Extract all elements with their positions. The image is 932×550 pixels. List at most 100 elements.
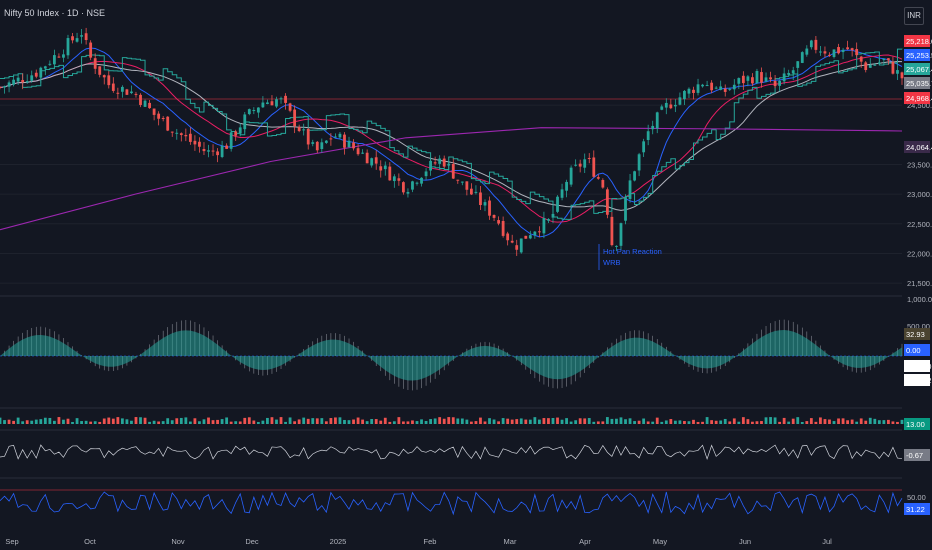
candle-body: [170, 131, 174, 133]
volume-bar: [506, 418, 510, 424]
currency-button[interactable]: INR: [904, 7, 924, 25]
volume-bar: [21, 421, 25, 424]
time-tick-label: 2025: [330, 537, 347, 546]
volume-bar: [592, 421, 596, 424]
volume-bar: [705, 417, 709, 424]
volume-bar: [741, 417, 745, 424]
candle-body: [610, 216, 614, 246]
candle-body: [420, 177, 423, 184]
candle-body: [619, 223, 623, 246]
candle-body: [800, 52, 804, 63]
price-tag-label: 25,067.45: [906, 65, 932, 74]
volume-bar: [247, 417, 251, 424]
candle-body: [139, 94, 142, 105]
candle-body: [338, 133, 342, 138]
volume-bar: [877, 420, 881, 424]
volume-bar: [787, 421, 791, 424]
volume-bar: [605, 417, 609, 424]
volume-bar: [547, 418, 550, 424]
volume-bar: [429, 419, 433, 424]
candle-body: [424, 171, 428, 177]
volume-bar: [420, 419, 423, 424]
oscillator-tag: [904, 449, 930, 461]
volume-bar: [25, 420, 29, 424]
volume-bar: [710, 420, 714, 424]
volume-bar: [868, 417, 872, 424]
candle-body: [456, 179, 460, 181]
candle-body: [25, 81, 29, 83]
rsi-tick-label: 50.00: [907, 493, 926, 502]
candle-body: [873, 64, 877, 66]
candle-body: [782, 73, 786, 82]
candle-body: [116, 92, 120, 94]
candle-body: [809, 40, 813, 48]
volume-bar: [456, 418, 460, 424]
volume-bar: [438, 417, 442, 424]
volume-bar: [261, 420, 265, 424]
time-tick-label: Sep: [5, 537, 18, 546]
time-axis: Sep Oct Nov Dec 2025 Feb Mar Apr May Jun Jul: [5, 537, 832, 546]
candle-body: [166, 116, 170, 131]
candle-body: [334, 136, 337, 138]
volume-bar: [760, 421, 763, 424]
candle-body: [198, 141, 201, 147]
candle-body: [528, 235, 532, 239]
ma-short-line: [0, 47, 903, 238]
volume-bar: [850, 419, 854, 424]
candle-body: [93, 58, 97, 69]
volume-bar: [148, 421, 151, 424]
volume-bar: [89, 421, 93, 424]
candle-body: [828, 54, 831, 56]
volume-bar: [284, 421, 287, 424]
candle-body: [306, 128, 310, 145]
volume-bar: [293, 421, 297, 424]
volume-bar: [161, 421, 165, 424]
volume-bar: [515, 419, 519, 424]
volume-bar: [823, 419, 827, 424]
volume-bar: [859, 418, 863, 424]
volume-bar: [98, 421, 102, 424]
volume-bar: [828, 419, 831, 424]
candle-body: [438, 158, 442, 164]
volume-bar: [229, 421, 233, 424]
volume-bar: [610, 418, 614, 424]
candle-body: [732, 84, 736, 90]
candle-body: [537, 231, 541, 233]
candle-body: [710, 82, 714, 91]
candle-body: [175, 132, 179, 134]
volume-bar: [338, 417, 342, 424]
volume-bar: [3, 420, 6, 424]
volume-bar: [887, 419, 890, 424]
volume-bar: [402, 421, 405, 424]
volume-tag-label: 13.00: [906, 420, 925, 429]
ma-200-line: [0, 127, 903, 231]
price-tag-label: 25,035.79: [906, 79, 932, 88]
candle-body: [134, 93, 138, 95]
time-tick-label: Jun: [739, 537, 751, 546]
candle-body: [819, 51, 822, 53]
volume-bar: [583, 418, 587, 424]
volume-bar: [134, 417, 138, 424]
oscillator-tag-label: -0.67: [906, 451, 923, 460]
volume-bar: [297, 419, 301, 424]
volume-bar: [469, 421, 473, 424]
candle-body: [361, 152, 365, 154]
candle-body: [692, 89, 695, 93]
volume-bar: [207, 417, 210, 424]
candle-body: [57, 56, 61, 58]
volume-bar: [601, 421, 605, 424]
volume-bar: [673, 420, 677, 424]
candle-body: [352, 142, 355, 149]
candle-body: [615, 245, 618, 247]
candle-body: [687, 88, 691, 94]
candle-body: [479, 192, 482, 206]
candle-body: [275, 99, 278, 107]
volume-bar: [542, 418, 546, 424]
volume-bar: [93, 421, 97, 424]
candle-body: [728, 88, 732, 90]
candle-body: [605, 189, 609, 215]
volume-bar: [864, 420, 868, 424]
candle-body: [737, 78, 741, 84]
candle-body: [207, 150, 210, 152]
